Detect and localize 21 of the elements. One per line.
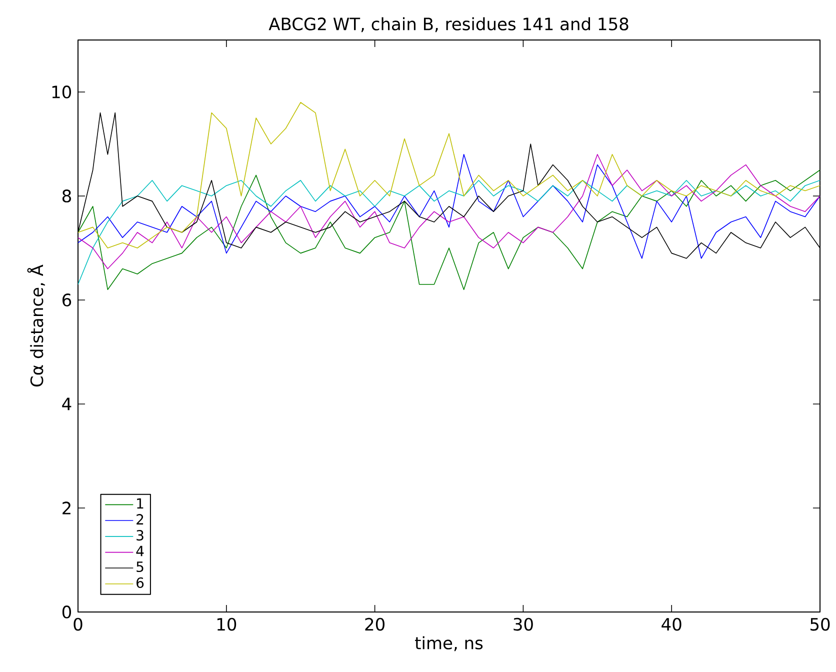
x-tick-label: 20 [365, 618, 384, 631]
y-axis-title: Cα distance, Å [27, 264, 45, 387]
x-tick-label: 40 [662, 618, 682, 631]
y-tick-label: 0 [62, 606, 72, 618]
y-tick-label: 2 [62, 502, 70, 514]
x-tick-label: 0 [74, 618, 82, 631]
y-tick-label: 10 [52, 86, 72, 98]
x-tick-label: 10 [217, 618, 236, 631]
x-tick-label: 50 [810, 618, 830, 631]
legend-label: 4 [136, 546, 144, 556]
chart-title: ABCG2 WT, chain B, residues 141 and 158 [268, 17, 628, 32]
legend-label: 5 [136, 562, 144, 572]
legend-label: 1 [137, 498, 144, 509]
x-axis-title: time, ns [415, 636, 483, 652]
y-tick-label: 6 [62, 294, 72, 306]
legend-label: 2 [136, 514, 144, 524]
legend-label: 6 [136, 577, 144, 588]
y-tick-label: 8 [62, 190, 71, 202]
legend-label: 3 [136, 530, 144, 541]
x-tick-label: 30 [514, 618, 533, 631]
y-tick-label: 4 [62, 398, 72, 410]
